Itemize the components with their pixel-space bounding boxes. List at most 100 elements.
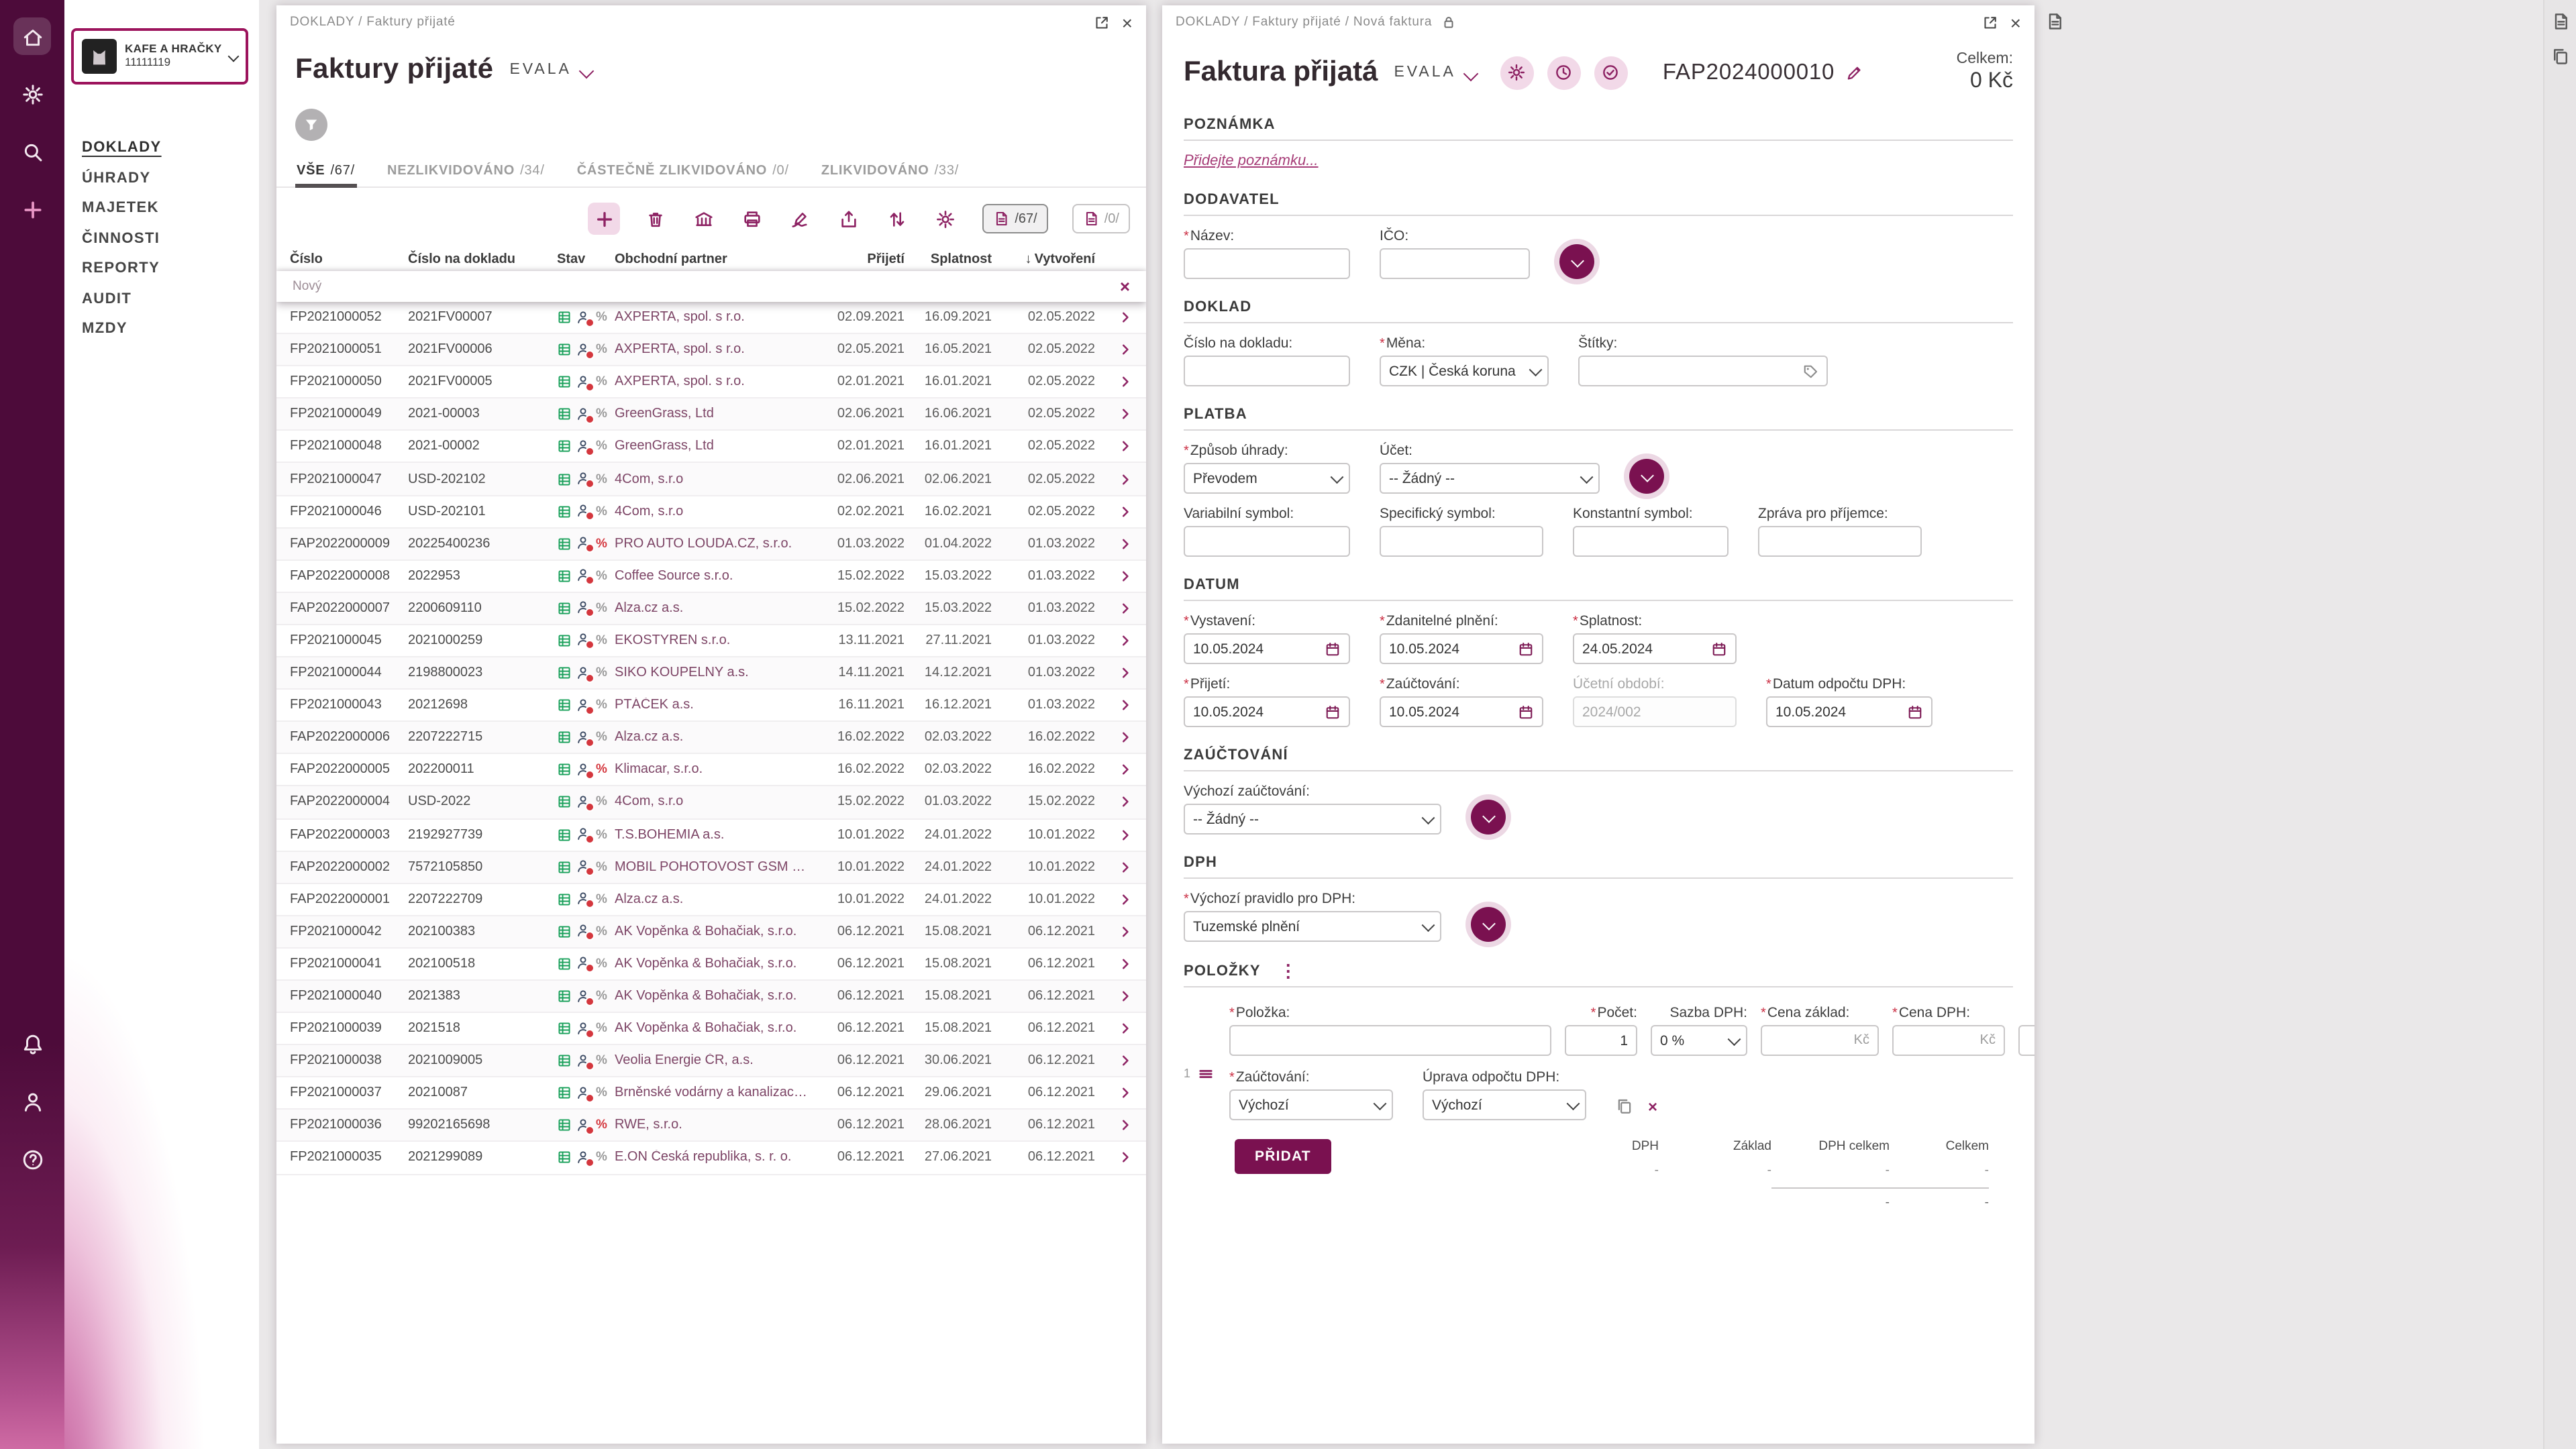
row-open-chevron[interactable] [1118,569,1133,584]
row-open-chevron[interactable] [1118,1053,1133,1068]
vychozi-pravidlo-dph-select[interactable]: Tuzemské plnění [1184,911,1441,942]
row-open-chevron[interactable] [1118,342,1133,357]
vychozi-zauctovani-select[interactable]: -- Žádný -- [1184,804,1441,835]
cell-partner-link[interactable]: AXPERTA, spol. s r.o. [615,310,745,325]
table-row[interactable]: FAP2022000003 2192927739 % T.S.BOHEMIA a… [276,819,1146,852]
cena-dph-input[interactable]: Kč [1892,1025,2005,1056]
row-open-chevron[interactable] [1118,892,1133,906]
history-icon[interactable] [1547,56,1581,89]
mena-select[interactable]: CZK | Česká koruna [1380,356,1549,386]
row-open-chevron[interactable] [1118,1086,1133,1101]
table-row[interactable]: FAP2022000002 7572105850 % MOBIL POHOTOV… [276,851,1146,884]
search-icon[interactable] [13,133,51,170]
kebab-menu-icon[interactable]: ⋮ [1279,961,1297,981]
col-vytvoreni[interactable]: ↓ Vytvoření [1025,252,1095,266]
vystaveni-date-input[interactable]: 10.05.2024 [1184,633,1350,664]
cell-partner-link[interactable]: T.S.BOHEMIA a.s. [615,827,725,843]
copy-item-icon[interactable] [1616,1095,1633,1115]
variabilni-symbol-input[interactable] [1184,526,1350,557]
col-splatnost[interactable]: Splatnost [930,252,992,266]
cell-partner-link[interactable]: E.ON Česká republika, s. r. o. [615,1150,792,1165]
row-open-chevron[interactable] [1118,310,1133,325]
zprava-pro-prijemce-input[interactable] [1758,526,1922,557]
cell-partner-link[interactable]: 4Com, s.r.o [615,504,684,519]
settings-icon[interactable] [931,205,958,232]
table-row[interactable]: FAP2022000007 2200609110 % Alza.cz a.s. … [276,592,1146,625]
cell-partner-link[interactable]: PRO AUTO LOUDA.CZ, s.r.o. [615,536,792,551]
table-row[interactable]: FP2021000037 20210087 % Brněnské vodárny… [276,1078,1146,1110]
sidebar-item-audit[interactable]: AUDIT [82,290,132,307]
row-open-chevron[interactable] [1118,763,1133,777]
cell-partner-link[interactable]: SIKO KOUPELNY a.s. [615,665,749,681]
cell-partner-link[interactable]: PTÁČEK a.s. [615,698,694,713]
table-row[interactable]: FAP2022000008 2022953 % Coffee Source s.… [276,561,1146,593]
row-open-chevron[interactable] [1118,633,1133,648]
nazev-input[interactable] [1184,248,1350,279]
polozka-input[interactable] [1229,1025,1551,1056]
table-row[interactable]: FP2021000041 202100518 % AK Vopěnka & Bo… [276,949,1146,981]
table-row[interactable]: FP2021000043 20212698 % PTÁČEK a.s. 16.1… [276,690,1146,722]
cell-partner-link[interactable]: Veolia Energie ČR, a.s. [615,1053,754,1069]
add-note-link[interactable]: Přidejte poznámku... [1184,153,1319,169]
zdanitelne-plneni-date-input[interactable]: 10.05.2024 [1380,633,1543,664]
cell-partner-link[interactable]: EKOSTYREN s.r.o. [615,633,731,648]
col-cislo-na-dokladu[interactable]: Číslo na dokladu [408,252,516,266]
home-icon[interactable] [13,17,51,55]
col-stav[interactable]: Stav [557,252,586,266]
pocet-input[interactable]: 1 [1565,1025,1637,1056]
row-open-chevron[interactable] [1118,472,1133,486]
cell-partner-link[interactable]: AK Vopěnka & Bohačiak, s.r.o. [615,1021,797,1036]
row-open-chevron[interactable] [1118,989,1133,1004]
docked-panel-icon[interactable] [2045,11,2064,32]
row-open-chevron[interactable] [1118,439,1133,454]
datum-odpoctu-dph-input[interactable]: 10.05.2024 [1766,696,1933,727]
sidebar-item-majetek[interactable]: MAJETEK [82,200,159,217]
row-open-chevron[interactable] [1118,924,1133,939]
row-open-chevron[interactable] [1118,601,1133,616]
table-row[interactable]: FP2021000038 2021009005 % Veolia Energie… [276,1045,1146,1078]
tab-castecne-zlikvidovano[interactable]: ČÁSTEČNĚ ZLIKVIDOVÁNO/0/ [576,164,789,178]
prijeti-date-input[interactable]: 10.05.2024 [1184,696,1350,727]
col-cislo[interactable]: Číslo [290,252,323,266]
sidebar-item-mzdy[interactable]: MZDY [82,321,127,337]
cell-partner-link[interactable]: 4Com, s.r.o [615,794,684,810]
dock-journal-icon[interactable] [2551,11,2570,32]
form-settings-icon[interactable] [1500,56,1534,89]
dph-expand-button[interactable] [1471,907,1506,942]
dock-copy-icon[interactable] [2551,45,2570,66]
uprava-odpoctu-dph-select[interactable]: Výchozí [1423,1089,1586,1120]
row-open-chevron[interactable] [1118,504,1133,519]
cell-partner-link[interactable]: RWE, s.r.o. [615,1118,682,1133]
tab-vse[interactable]: VŠE/67/ [295,158,356,188]
cell-partner-link[interactable]: AXPERTA, spol. s r.o. [615,374,745,390]
stitky-input[interactable] [1578,356,1828,386]
table-row[interactable]: FP2021000036 99202165698 % RWE, s.r.o. 0… [276,1110,1146,1142]
sort-icon[interactable] [883,205,910,232]
close-icon[interactable]: × [1121,11,1133,33]
table-row[interactable]: FP2021000047 USD-202102 % 4Com, s.r.o 02… [276,463,1146,496]
bank-icon[interactable] [690,205,717,232]
sign-icon[interactable] [786,205,813,232]
new-record-row[interactable]: Nový × [276,271,1146,302]
row-open-chevron[interactable] [1118,731,1133,745]
cell-partner-link[interactable]: AXPERTA, spol. s r.o. [615,342,745,358]
cell-partner-link[interactable]: Coffee Source s.r.o. [615,568,733,584]
company-selector[interactable]: KAFE A HRAČKY 11111119 [71,28,248,85]
row-open-chevron[interactable] [1118,698,1133,712]
row-open-chevron[interactable] [1118,374,1133,389]
cell-partner-link[interactable]: AK Vopěnka & Bohačiak, s.r.o. [615,989,797,1004]
delete-icon[interactable] [641,205,668,232]
popout-icon[interactable] [1094,12,1110,32]
row-open-chevron[interactable] [1118,407,1133,422]
table-row[interactable]: FP2021000040 2021383 % AK Vopěnka & Boha… [276,980,1146,1014]
cell-partner-link[interactable]: Alza.cz a.s. [615,730,684,745]
konstantni-symbol-input[interactable] [1573,526,1729,557]
help-icon[interactable] [13,1140,51,1178]
sidebar-item-doklady[interactable]: DOKLADY [82,140,162,156]
print-icon[interactable] [738,205,765,232]
table-row[interactable]: FP2021000039 2021518 % AK Vopěnka & Boha… [276,1013,1146,1046]
tab-zlikvidovano[interactable]: ZLIKVIDOVÁNO/33/ [821,164,960,178]
table-row[interactable]: FP2021000049 2021-00003 % GreenGrass, Lt… [276,398,1146,431]
table-row[interactable]: FAP2022000006 2207222715 % Alza.cz a.s. … [276,722,1146,755]
sazba-dph-select[interactable]: 0 % [1651,1025,1747,1056]
